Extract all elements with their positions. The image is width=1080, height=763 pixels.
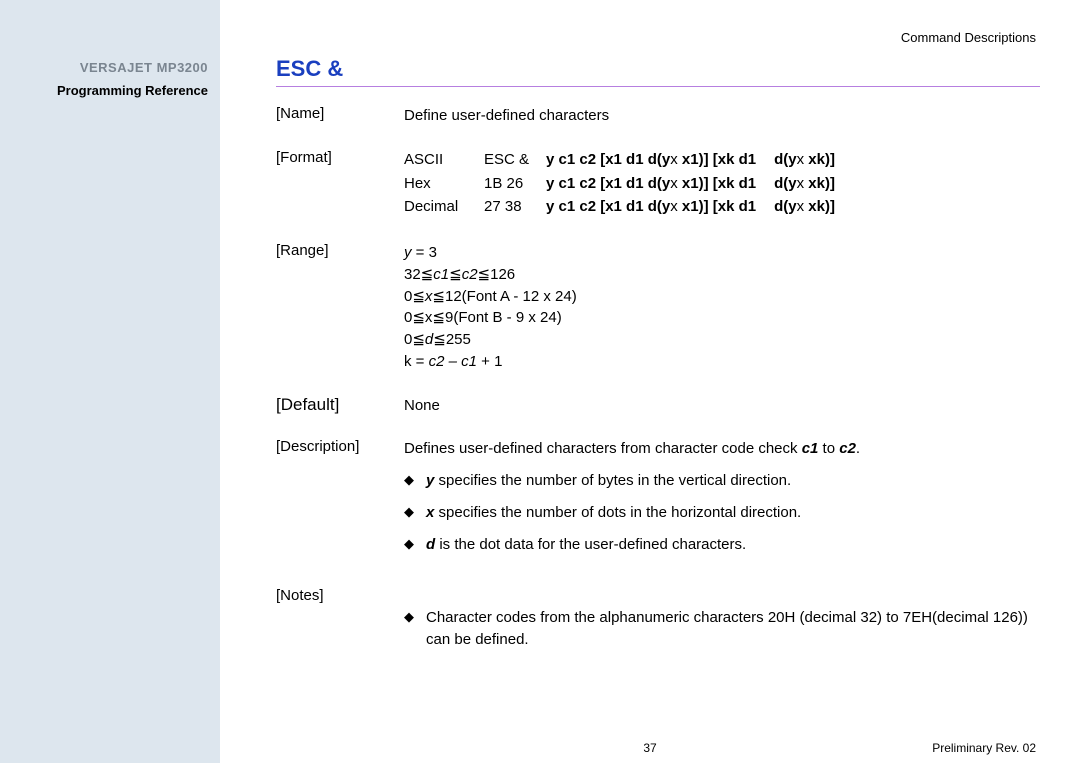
row-name: [Name] Define user-defined characters [276, 105, 1040, 127]
notes-bullet-1: ◆ Character codes from the alphanumeric … [404, 607, 1040, 651]
format-syntax-hex: 1B 26 y c1 c2 [x1 d1 d(yx x1)] [xk d1d(y… [484, 173, 1040, 195]
bullet-icon: ◆ [404, 470, 426, 492]
description-intro: Defines user-defined characters from cha… [404, 438, 1040, 460]
value-notes: ◆ Character codes from the alphanumeric … [404, 587, 1040, 661]
format-syntax-decimal: 27 38 y c1 c2 [x1 d1 d(yx x1)] [xk d1d(y… [484, 196, 1040, 218]
value-format: ASCII ESC & y c1 c2 [x1 d1 d(yx x1)] [xk… [404, 149, 1040, 220]
command-title: ESC & [276, 56, 1040, 82]
bullet-icon: ◆ [404, 534, 426, 556]
bullet-icon: ◆ [404, 502, 426, 524]
value-description: Defines user-defined characters from cha… [404, 438, 1040, 565]
header-section-title: Command Descriptions [901, 30, 1036, 45]
programming-reference: Programming Reference [34, 83, 208, 98]
row-format: [Format] ASCII ESC & y c1 c2 [x1 d1 d(yx… [276, 149, 1040, 220]
format-syntax-ascii: ESC & y c1 c2 [x1 d1 d(yx x1)] [xk d1d(y… [484, 149, 1040, 171]
format-row-decimal: Decimal 27 38 y c1 c2 [x1 d1 d(yx x1)] [… [404, 196, 1040, 218]
label-description: [Description] [276, 438, 404, 565]
row-notes: [Notes] ◆ Character codes from the alpha… [276, 587, 1040, 661]
description-bullet-1: ◆ y specifies the number of bytes in the… [404, 470, 1040, 492]
format-kind-hex: Hex [404, 173, 484, 195]
sidebar: VERSAJET MP3200 Programming Reference [0, 0, 220, 763]
format-row-hex: Hex 1B 26 y c1 c2 [x1 d1 d(yx x1)] [xk d… [404, 173, 1040, 195]
label-name: [Name] [276, 105, 404, 127]
label-default: [Default] [276, 395, 404, 417]
format-row-ascii: ASCII ESC & y c1 c2 [x1 d1 d(yx x1)] [xk… [404, 149, 1040, 171]
row-description: [Description] Defines user-defined chara… [276, 438, 1040, 565]
footer-page-number: 37 [643, 741, 656, 755]
value-range: y = 3 32≦c1≦c2≦126 0≦x≦12(Font A - 12 x … [404, 242, 1040, 373]
value-name: Define user-defined characters [404, 105, 1040, 127]
product-name: VERSAJET MP3200 [34, 60, 208, 75]
main-content: Command Descriptions ESC & [Name] Define… [220, 0, 1080, 763]
label-format: [Format] [276, 149, 404, 220]
label-range: [Range] [276, 242, 404, 373]
format-kind-decimal: Decimal [404, 196, 484, 218]
title-underline [276, 86, 1040, 87]
format-kind-ascii: ASCII [404, 149, 484, 171]
footer-revision: Preliminary Rev. 02 [932, 741, 1036, 755]
description-bullet-3: ◆ d is the dot data for the user-defined… [404, 534, 1040, 556]
row-range: [Range] y = 3 32≦c1≦c2≦126 0≦x≦12(Font A… [276, 242, 1040, 373]
bullet-icon: ◆ [404, 607, 426, 651]
sidebar-inner: VERSAJET MP3200 Programming Reference [0, 0, 220, 98]
label-notes: [Notes] [276, 587, 404, 661]
description-bullet-2: ◆ x specifies the number of dots in the … [404, 502, 1040, 524]
row-default: [Default] None [276, 395, 1040, 417]
value-default: None [404, 395, 1040, 417]
